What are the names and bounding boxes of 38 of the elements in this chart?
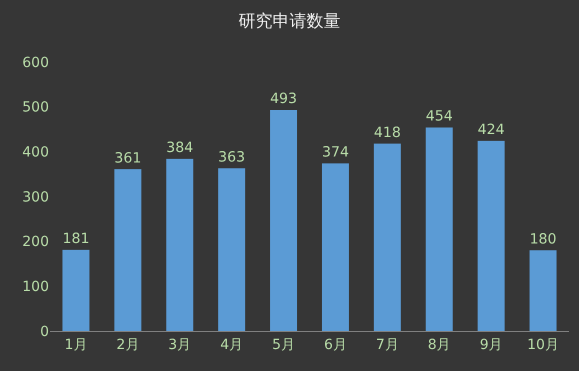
- data-label: 181: [62, 231, 90, 248]
- y-tick-label: 0: [40, 324, 49, 340]
- data-label: 454: [426, 108, 453, 125]
- bar: [530, 250, 557, 331]
- data-label: 363: [218, 149, 246, 166]
- x-tick-label: 7月: [376, 336, 399, 353]
- bar: [218, 168, 246, 331]
- x-tick-label: 9月: [480, 336, 503, 353]
- bar: [62, 250, 90, 331]
- x-tick-label: 8月: [428, 336, 451, 353]
- x-tick-label: 5月: [272, 336, 296, 353]
- x-tick-label: 4月: [220, 336, 244, 353]
- y-tick-label: 100: [22, 279, 49, 296]
- bar: [478, 140, 505, 331]
- data-label: 418: [374, 124, 401, 141]
- y-tick-label: 300: [22, 189, 49, 206]
- data-label: 361: [114, 150, 142, 166]
- y-tick-label: 400: [22, 144, 49, 161]
- x-tick-label: 3月: [168, 336, 192, 353]
- y-tick-label: 200: [22, 234, 49, 250]
- data-label: 374: [322, 144, 349, 161]
- bar: [166, 158, 194, 331]
- x-tick-label: 1月: [64, 336, 88, 353]
- bar: [322, 163, 349, 331]
- bar: [270, 110, 298, 331]
- data-label: 180: [530, 232, 557, 248]
- x-tick-label: 2月: [116, 336, 140, 353]
- bar: [426, 127, 453, 331]
- chart-title: 研究申请数量: [238, 12, 340, 32]
- data-label: 384: [166, 140, 194, 156]
- data-label: 424: [478, 122, 505, 138]
- x-tick-label: 6月: [324, 336, 347, 353]
- y-tick-label: 600: [22, 54, 49, 71]
- y-tick-label: 500: [22, 100, 49, 116]
- data-label: 493: [270, 91, 298, 108]
- bar: [114, 169, 142, 331]
- x-tick-label: 10月: [527, 336, 559, 353]
- bar: [374, 144, 401, 331]
